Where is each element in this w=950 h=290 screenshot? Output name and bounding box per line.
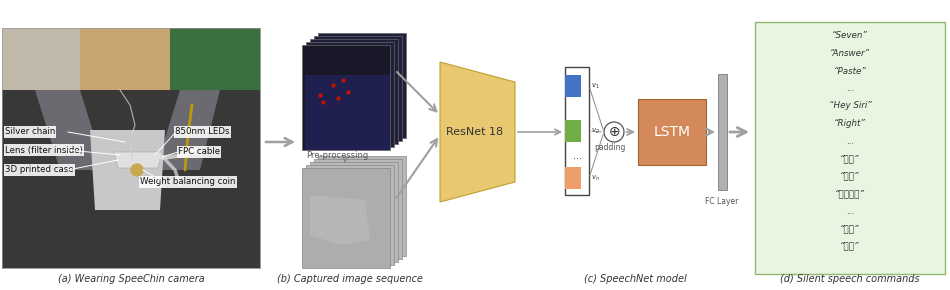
Text: (a) Wearing SpeeChin camera: (a) Wearing SpeeChin camera [58, 274, 204, 284]
Polygon shape [2, 28, 260, 115]
Polygon shape [35, 90, 105, 170]
Text: FC Layer: FC Layer [705, 197, 739, 206]
Text: 850nm LEDs: 850nm LEDs [175, 128, 230, 137]
Text: “打开相机”: “打开相机” [835, 189, 865, 198]
Text: “Answer”: “Answer” [830, 49, 870, 58]
FancyBboxPatch shape [565, 67, 589, 195]
Text: Silver chain: Silver chain [5, 128, 55, 137]
Text: $v_2$: $v_2$ [591, 126, 599, 136]
Text: “Seven”: “Seven” [832, 32, 868, 41]
FancyBboxPatch shape [638, 99, 706, 165]
Text: “复制”: “复制” [840, 224, 860, 233]
Text: 3D printed case: 3D printed case [5, 166, 74, 175]
Text: $\oplus$: $\oplus$ [608, 125, 620, 139]
FancyBboxPatch shape [310, 162, 398, 262]
FancyBboxPatch shape [2, 28, 260, 268]
Text: (d) Silent speech commands: (d) Silent speech commands [780, 274, 920, 284]
FancyBboxPatch shape [318, 156, 406, 256]
Text: ...: ... [846, 84, 854, 93]
Circle shape [131, 164, 143, 176]
FancyBboxPatch shape [314, 36, 402, 141]
FancyBboxPatch shape [314, 159, 402, 259]
Text: (b) Captured image sequence: (b) Captured image sequence [277, 274, 423, 284]
FancyBboxPatch shape [565, 167, 581, 189]
Text: $v_n$: $v_n$ [591, 173, 599, 183]
Text: “Hey Siri”: “Hey Siri” [828, 102, 871, 110]
Text: Weight balancing coin: Weight balancing coin [140, 177, 236, 186]
Text: “返回”: “返回” [840, 154, 860, 163]
Text: ResNet 18: ResNet 18 [446, 127, 504, 137]
Text: ...: ... [846, 137, 854, 146]
Text: LSTM: LSTM [654, 125, 691, 139]
FancyBboxPatch shape [302, 168, 390, 268]
Polygon shape [90, 130, 165, 210]
Text: Lens (filter inside): Lens (filter inside) [5, 146, 83, 155]
Circle shape [604, 122, 624, 142]
Polygon shape [305, 75, 390, 150]
Text: ...: ... [846, 206, 854, 215]
Text: ...: ... [573, 151, 581, 161]
Polygon shape [2, 90, 260, 268]
FancyBboxPatch shape [310, 39, 398, 144]
FancyBboxPatch shape [306, 165, 394, 265]
FancyBboxPatch shape [318, 33, 406, 138]
Polygon shape [80, 28, 185, 95]
Polygon shape [310, 195, 370, 245]
FancyBboxPatch shape [565, 75, 581, 97]
Text: “搜索”: “搜索” [840, 171, 860, 180]
Polygon shape [440, 62, 515, 202]
FancyBboxPatch shape [302, 45, 390, 150]
FancyBboxPatch shape [755, 22, 945, 274]
Text: FPC cable: FPC cable [178, 148, 220, 157]
Text: “Paste”: “Paste” [833, 66, 866, 75]
Text: $v_1$: $v_1$ [591, 81, 599, 90]
Text: padding: padding [595, 144, 626, 153]
Text: “Right”: “Right” [834, 119, 866, 128]
Text: “挂断”: “挂断” [840, 242, 860, 251]
Text: (c) SpeechNet model: (c) SpeechNet model [583, 274, 686, 284]
FancyBboxPatch shape [306, 42, 394, 147]
Polygon shape [155, 90, 220, 170]
FancyBboxPatch shape [565, 120, 581, 142]
FancyBboxPatch shape [718, 74, 727, 190]
Polygon shape [114, 152, 162, 168]
Polygon shape [170, 28, 260, 90]
Text: Pre-processing: Pre-processing [306, 151, 369, 160]
